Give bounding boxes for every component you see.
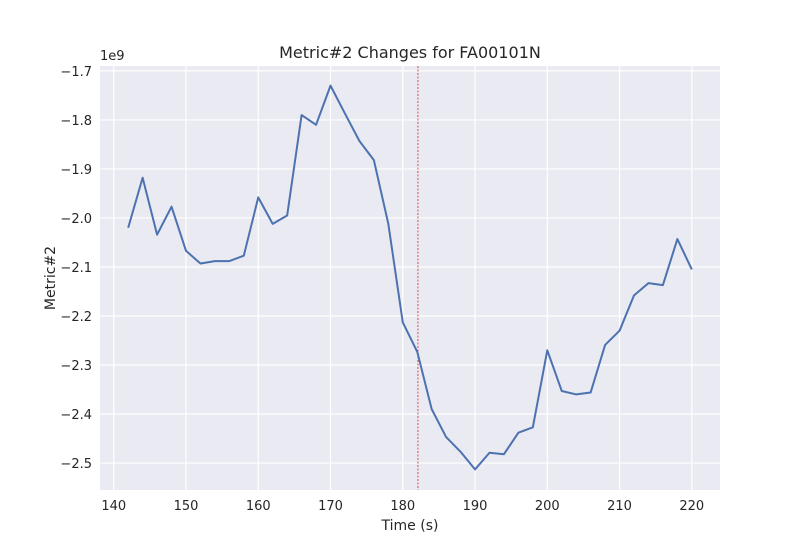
plot-background <box>100 66 720 490</box>
x-tick-label: 190 <box>463 499 488 514</box>
x-tick-label: 150 <box>174 499 199 514</box>
x-tick-label: 200 <box>535 499 560 514</box>
x-tick-label: 160 <box>246 499 271 514</box>
x-tick-label: 210 <box>607 499 632 514</box>
x-tick-label: 140 <box>101 499 126 514</box>
y-tick-label: −2.3 <box>60 359 92 374</box>
y-tick-labels: −1.7 −1.8 −1.9 −2.0 −2.1 −2.2 −2.3 −2.4 −2.5 <box>60 65 92 472</box>
y-tick-label: −1.8 <box>60 114 92 129</box>
x-axis-label: Time (s) <box>381 518 439 534</box>
series-line <box>127 84 693 471</box>
y-tick-label: −2.1 <box>60 261 92 276</box>
y-tick-label: −1.7 <box>60 65 92 80</box>
y-tick-label: −1.9 <box>60 163 92 178</box>
chart-title: Metric#2 Changes for FA00101N <box>279 43 541 62</box>
y-tick-label: −2.5 <box>60 457 92 472</box>
y-axis-label: Metric#2 <box>43 246 59 310</box>
x-tick-label: 180 <box>390 499 415 514</box>
x-tick-labels: 140 150 160 170 180 190 200 210 220 <box>101 499 704 514</box>
y-tick-label: −2.0 <box>60 212 92 227</box>
y-offset-label: 1e9 <box>100 49 125 64</box>
x-gridlines <box>113 66 693 490</box>
x-tick-label: 170 <box>318 499 343 514</box>
y-tick-label: −2.2 <box>60 310 92 325</box>
y-gridlines <box>100 70 720 464</box>
y-tick-label: −2.4 <box>60 408 92 423</box>
x-tick-label: 220 <box>679 499 704 514</box>
